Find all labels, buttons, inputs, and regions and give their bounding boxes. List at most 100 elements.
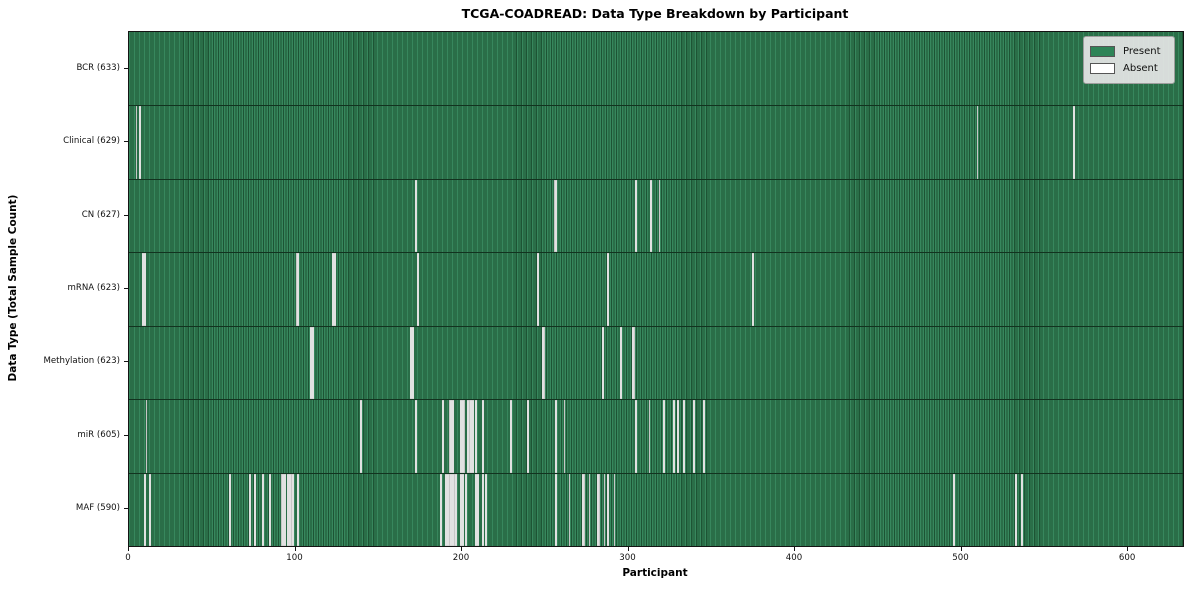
absent-mark (415, 400, 418, 473)
absent-mark (248, 473, 251, 546)
heatmap-row-maf (129, 472, 1183, 546)
x-tick (627, 547, 629, 551)
absent-mark (606, 473, 609, 546)
absent-mark (228, 473, 231, 546)
absent-mark (453, 473, 456, 546)
y-tick (124, 68, 128, 69)
absent-mark (280, 473, 283, 546)
absent-mark (601, 326, 604, 400)
absent-mark (455, 473, 458, 546)
legend-entry-absent: Absent (1090, 60, 1166, 77)
absent-mark (648, 400, 651, 473)
absent-mark (282, 473, 284, 546)
absent-mark (288, 473, 291, 546)
legend: Present Absent (1083, 36, 1175, 84)
absent-mark (290, 473, 293, 546)
absent-mark (477, 473, 479, 546)
absent-mark (563, 400, 566, 473)
y-tick (124, 215, 128, 216)
absent-mark (635, 179, 637, 253)
y-tick-label-methylation: Methylation (623) (43, 356, 120, 367)
absent-mark (555, 400, 558, 473)
y-tick-label-maf: MAF (590) (75, 503, 120, 514)
x-tick (294, 547, 296, 551)
x-tick (128, 547, 129, 551)
absent-mark (482, 473, 484, 546)
legend-label-absent: Absent (1123, 63, 1158, 74)
absent-mark (1073, 106, 1075, 179)
absent-mark (333, 253, 336, 326)
x-tick-label-200: 200 (452, 553, 470, 563)
x-tick (1127, 547, 1129, 551)
absent-mark (658, 179, 661, 253)
absent-mark (310, 326, 313, 400)
y-tick-label-cn: CN (627) (81, 209, 120, 220)
heatmap-row-bcr (129, 32, 1183, 106)
absent-mark (598, 473, 601, 546)
heatmap-row-mir (129, 399, 1183, 473)
absent-mark (297, 473, 299, 546)
absent-mark (543, 326, 546, 400)
absent-mark (145, 400, 148, 473)
absent-mark (463, 400, 466, 473)
absent-mark (583, 473, 586, 546)
absent-mark (138, 106, 141, 179)
absent-mark (415, 179, 418, 253)
absent-mark (417, 253, 419, 326)
absent-mark (467, 400, 469, 473)
x-tick (794, 547, 795, 551)
absent-mark (526, 400, 529, 473)
absent-mark (650, 179, 652, 253)
y-tick (124, 435, 128, 436)
absent-mark (460, 400, 463, 473)
absent-mark (676, 400, 679, 473)
absent-mark (292, 473, 294, 546)
absent-mark (631, 326, 634, 400)
absent-mark (470, 400, 473, 473)
absent-swatch-icon (1090, 63, 1115, 74)
absent-mark (555, 179, 558, 253)
absent-mark (253, 473, 256, 546)
absent-mark (482, 400, 484, 473)
absent-mark (568, 473, 571, 546)
absent-mark (606, 253, 609, 326)
absent-mark (633, 326, 636, 400)
absent-mark (460, 473, 463, 546)
y-tick-label-clinical: Clinical (629) (63, 136, 120, 147)
absent-mark (603, 473, 606, 546)
absent-mark (135, 106, 138, 179)
absent-mark (448, 473, 451, 546)
x-tick-label-0: 0 (125, 553, 131, 563)
absent-mark (312, 326, 314, 400)
absent-mark (360, 400, 363, 473)
legend-label-present: Present (1123, 46, 1161, 57)
absent-mark (475, 473, 478, 546)
heatmap-row-clinical (129, 105, 1183, 179)
absent-mark (148, 473, 151, 546)
x-tick-label-400: 400 (785, 553, 803, 563)
x-tick-label-100: 100 (286, 553, 303, 563)
absent-mark (536, 253, 539, 326)
absent-mark (448, 400, 451, 473)
absent-mark (450, 400, 453, 473)
absent-mark (462, 473, 464, 546)
absent-mark (635, 400, 637, 473)
absent-mark (953, 473, 956, 546)
legend-entry-present: Present (1090, 43, 1166, 60)
absent-mark (620, 326, 622, 400)
absent-mark (143, 253, 146, 326)
x-tick-label-300: 300 (619, 553, 636, 563)
absent-mark (295, 253, 298, 326)
absent-mark (553, 179, 556, 253)
y-tick-label-mrna: mRNA (623) (67, 283, 121, 293)
absent-mark (143, 473, 146, 546)
y-tick (124, 288, 128, 289)
absent-mark (452, 473, 454, 546)
absent-mark (683, 400, 686, 473)
absent-mark (268, 473, 271, 546)
x-tick (461, 547, 462, 551)
heatmap-row-methylation (129, 325, 1183, 400)
absent-mark (555, 473, 558, 546)
x-axis-label: Participant (622, 567, 688, 579)
